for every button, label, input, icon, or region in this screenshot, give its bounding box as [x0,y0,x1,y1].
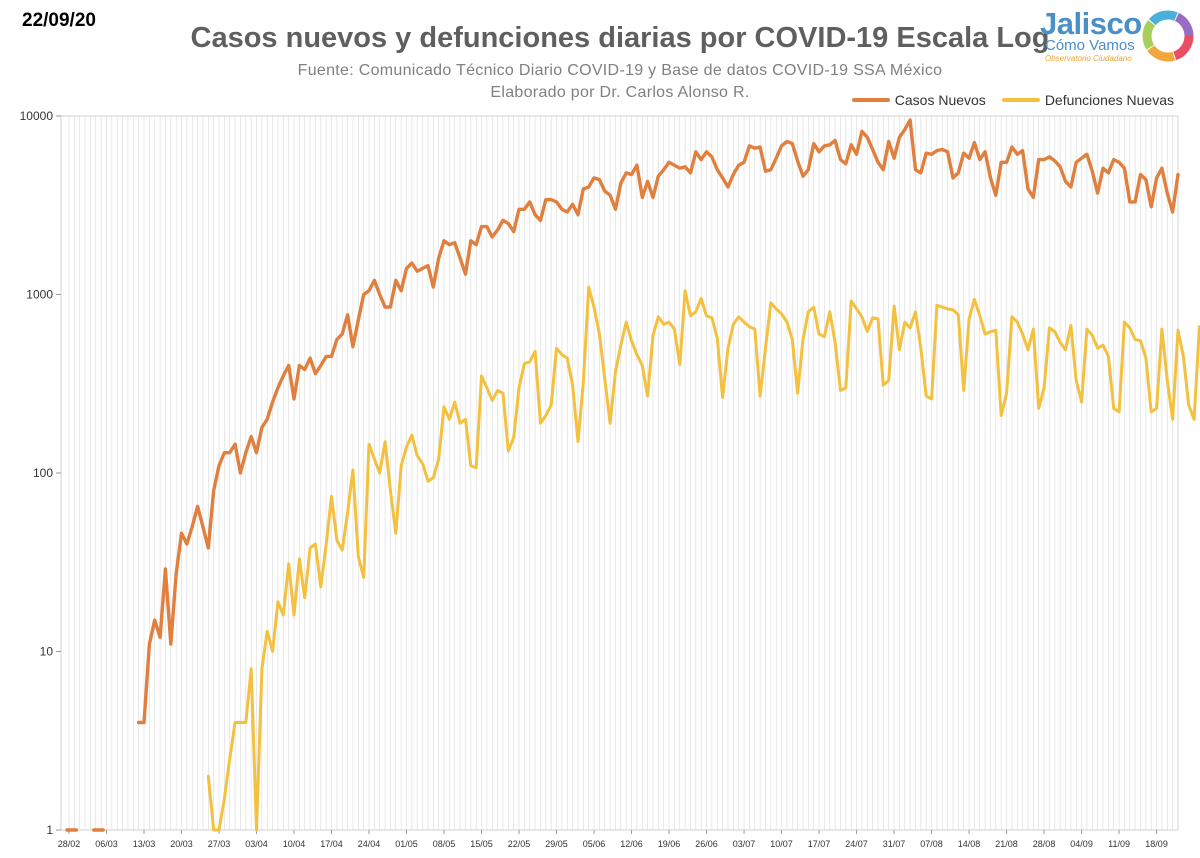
x-tick-label: 26/06 [695,839,718,849]
x-tick-label: 15/05 [470,839,493,849]
x-tick-label: 05/06 [583,839,606,849]
legend-swatch-defunciones [1001,98,1040,102]
x-tick-label: 21/08 [995,839,1018,849]
x-tick-label: 31/07 [883,839,906,849]
legend-label-defunciones: Defunciones Nuevas [1044,92,1174,108]
x-tick-label: 28/02 [58,839,81,849]
x-tick-label: 01/05 [395,839,418,849]
x-tick-label: 28/08 [1033,839,1056,849]
plot-frame [60,115,1179,831]
x-tick-label: 19/06 [658,839,681,849]
x-tick-label: 03/04 [245,839,268,849]
x-tick-label: 10/04 [283,839,306,849]
jalisco-como-vamos-logo: Jalisco Cómo Vamos Observatorio Ciudadan… [1032,4,1198,68]
y-tick-label: 100 [33,466,53,480]
y-tick-label: 10000 [20,109,54,123]
y-tick-label: 1 [46,823,53,837]
x-tick-label: 04/09 [1070,839,1093,849]
x-tick-label: 20/03 [170,839,193,849]
legend-swatch-casos [851,98,890,102]
date-stamp: 22/09/20 [22,10,96,31]
series-line-casos-nuevos [136,118,1180,725]
chart-subtitle-source: Fuente: Comunicado Técnico Diario COVID-… [297,62,943,79]
legend-item-defunciones: Defunciones Nuevas [1001,92,1174,108]
x-tick-label: 18/09 [1145,839,1168,849]
logo-tagline: Observatorio Ciudadano [1045,54,1132,63]
x-tick-label: 10/07 [770,839,793,849]
y-tick-label: 1000 [26,288,53,302]
chart-title: Casos nuevos y defunciones diarias por C… [190,22,1050,54]
x-tick-label: 22/05 [508,839,531,849]
x-tick-label: 24/04 [358,839,381,849]
x-tick-label: 24/07 [845,839,868,849]
axis-layer: 1 10 100 1000 10000 28/02 06/03 13/03 20/03 27/03… [20,109,1168,849]
x-tick-label: 12/06 [620,839,643,849]
logo-ring-icon [1142,10,1194,62]
x-tick-label: 07/08 [920,839,943,849]
y-tick-label: 10 [40,645,54,659]
series-line-defunciones-nuevas [206,285,1200,832]
x-tick-label: 17/04 [320,839,343,849]
x-tick-label: 29/05 [545,839,568,849]
x-tick-label: 17/07 [808,839,831,849]
x-tick-label: 13/03 [133,839,156,849]
chart-legend: Casos Nuevos Defunciones Nuevas [836,92,1174,108]
chart-subtitle-author: Elaborado por Dr. Carlos Alonso R. [490,84,750,101]
x-tick-label: 14/08 [958,839,981,849]
x-tick-label: 27/03 [208,839,231,849]
series-layer [65,118,1200,832]
legend-item-casos: Casos Nuevos [851,92,986,108]
logo-main-text: Jalisco [1040,6,1142,41]
x-tick-label: 06/03 [95,839,118,849]
x-tick-label: 08/05 [433,839,456,849]
x-tick-label: 03/07 [733,839,756,849]
grid-layer [60,115,1179,831]
legend-label-casos: Casos Nuevos [894,92,986,108]
x-tick-label: 11/09 [1108,839,1130,849]
logo-sub-text: Cómo Vamos [1045,37,1135,54]
